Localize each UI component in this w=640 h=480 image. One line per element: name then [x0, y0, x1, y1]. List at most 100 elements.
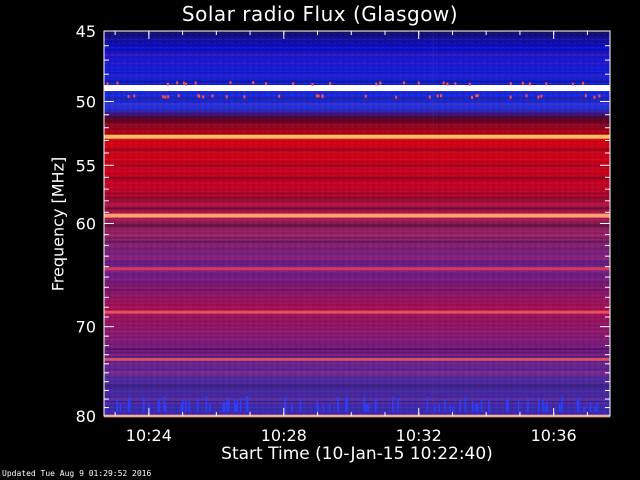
interference-spike [197, 398, 199, 412]
speckle [540, 94, 543, 98]
x-tick-label: 10:28 [261, 426, 307, 445]
interference-spike [375, 400, 377, 412]
speckle [167, 95, 170, 99]
interference-spike [209, 402, 211, 412]
speckle [185, 82, 188, 86]
speckle [133, 94, 136, 98]
interference-spike [236, 400, 239, 412]
interference-spike [542, 399, 544, 412]
interference-spike [475, 403, 477, 412]
y-tick-label: 80 [76, 407, 96, 426]
interference-spike [480, 399, 483, 412]
interference-spike [188, 400, 190, 412]
interference-spike [148, 403, 151, 412]
updated-footer: Updated Tue Aug 9 01:29:52 2016 [2, 469, 152, 478]
interference-spike [328, 404, 331, 412]
speckle [194, 81, 197, 85]
speckle [593, 95, 596, 99]
interference-spike [538, 397, 540, 412]
interference-spike [228, 396, 230, 412]
interference-spike [444, 398, 446, 412]
emission-band [104, 267, 610, 271]
interference-spike [589, 402, 592, 412]
data-gap-line [432, 31, 434, 416]
interference-spike [392, 396, 394, 412]
interference-spike [317, 405, 319, 412]
interference-spike [337, 396, 339, 412]
interference-spike [438, 403, 440, 412]
speckle [436, 94, 439, 98]
interference-spike [164, 405, 167, 412]
interference-spike [426, 396, 429, 412]
speckle [329, 82, 332, 85]
y-tick-label: 50 [76, 93, 96, 112]
interference-spike [471, 401, 474, 412]
interference-spike [577, 397, 580, 412]
speckle [311, 82, 314, 86]
y-tick-label: 55 [76, 156, 96, 175]
interference-spike [506, 398, 508, 412]
interference-spike [143, 397, 145, 412]
speckle [582, 81, 585, 85]
plot-area [103, 30, 611, 418]
interference-spike [116, 400, 118, 412]
speckle [197, 94, 200, 97]
speckle [202, 95, 205, 99]
interference-spike [222, 402, 224, 412]
interference-spike [546, 401, 548, 412]
speckle [446, 82, 449, 86]
speckle [417, 81, 420, 85]
speckle [317, 94, 320, 98]
emission-band [104, 213, 610, 218]
speckle [264, 82, 267, 86]
interference-spike [488, 399, 490, 412]
speckle [379, 81, 382, 85]
speckle [475, 94, 478, 98]
speckle [321, 94, 324, 98]
interference-spike [128, 396, 131, 412]
y-tick-label: 45 [76, 22, 96, 41]
y-tick-label: 70 [76, 318, 96, 337]
speckle [509, 82, 512, 86]
interference-spike [119, 402, 122, 412]
speckle [364, 94, 367, 98]
speckle [243, 95, 246, 99]
x-tick-label: 10:36 [531, 426, 577, 445]
speckle [537, 95, 540, 99]
interference-spike [181, 398, 184, 412]
speckle [375, 82, 378, 86]
interference-spike [559, 402, 561, 412]
interference-spike [449, 404, 452, 412]
interference-spike [583, 405, 585, 412]
x-axis: 10:24 10:28 10:32 10:36 [114, 31, 588, 445]
speckle [182, 81, 185, 85]
speckle [440, 94, 442, 98]
interference-spike [526, 405, 529, 412]
interference-spike [544, 405, 547, 412]
speckle [525, 94, 528, 98]
interference-spike [180, 403, 183, 412]
interference-spike [459, 399, 461, 412]
speckle [528, 82, 531, 86]
interference-spike [363, 397, 365, 412]
speckle [395, 95, 398, 99]
interference-spike [247, 396, 249, 412]
interference-spike [476, 403, 479, 412]
speckle [127, 95, 130, 98]
interference-spike [517, 400, 520, 412]
speckle [176, 81, 179, 85]
interference-spike [291, 405, 293, 412]
interference-spike [235, 404, 237, 412]
speckle [229, 81, 232, 85]
speckle [571, 82, 574, 86]
speckle [471, 95, 473, 99]
interference-spike [452, 405, 454, 412]
x-axis-label: Start Time (10-Jan-15 10:22:40) [221, 444, 493, 464]
y-tick-label: 60 [76, 215, 96, 234]
speckle [225, 95, 228, 99]
speckle [468, 82, 471, 86]
speckle [164, 95, 167, 99]
interference-spike [576, 400, 579, 412]
emission-band [104, 357, 610, 361]
